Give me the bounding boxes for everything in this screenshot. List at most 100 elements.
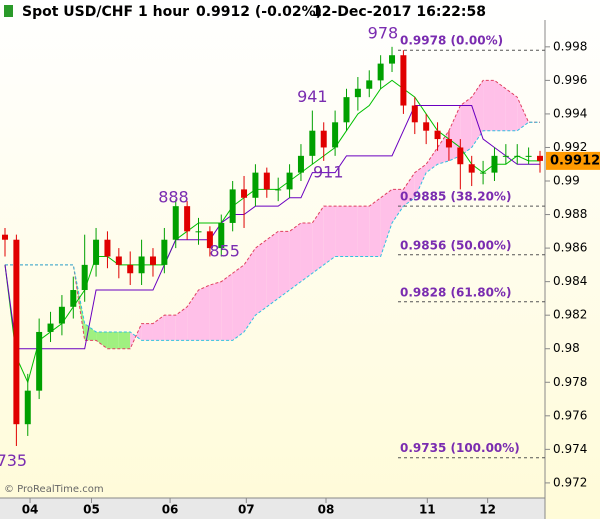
cloud-fill <box>255 239 267 316</box>
y-tick-label: 0.992 <box>553 140 587 154</box>
candle-body <box>320 130 327 148</box>
candle-body <box>172 206 179 240</box>
cloud-fill <box>517 97 529 131</box>
candle-body <box>115 256 122 265</box>
cloud-fill <box>460 97 472 156</box>
candle-body <box>263 172 270 190</box>
y-tick-label: 0.986 <box>553 241 587 255</box>
cloud-fill <box>278 231 290 299</box>
candle-body <box>377 63 384 81</box>
candle-body <box>457 147 464 165</box>
candle-body <box>47 323 54 332</box>
cloud-fill <box>221 273 233 341</box>
cloud-fill <box>369 197 381 257</box>
cloud-fill <box>392 189 404 223</box>
fib-label: 0.9885 (38.20%) <box>400 190 511 204</box>
cloud-fill <box>198 284 210 341</box>
candle-body <box>93 239 100 265</box>
timestamp: 12-Dec-2017 16:22:58 <box>312 4 486 20</box>
cloud-fill <box>175 306 188 341</box>
fib-label: 0.9856 (50.00%) <box>400 238 511 252</box>
candle-body <box>58 306 65 324</box>
y-tick-label: 0.994 <box>553 106 587 120</box>
last-price-label: 0.9912 <box>550 153 600 168</box>
cloud-fill <box>244 248 256 332</box>
candle-body <box>13 239 20 425</box>
fib-label: 0.9735 (100.00%) <box>400 441 520 455</box>
candle-body <box>445 139 452 148</box>
cloud-span-a <box>5 79 540 350</box>
candle-body <box>2 234 8 240</box>
candle-body <box>36 331 43 391</box>
candle-body <box>434 130 441 140</box>
y-tick-label: 0.99 <box>553 174 580 188</box>
x-tick-label: 04 <box>22 503 39 517</box>
candle-body <box>206 231 213 249</box>
candle-body <box>252 172 259 198</box>
annotation: 855 <box>209 241 240 260</box>
x-tick-label: 07 <box>238 503 255 517</box>
candle-body <box>81 264 88 291</box>
candle-body <box>343 97 350 123</box>
candle-body <box>423 122 430 131</box>
candle-body <box>218 222 225 249</box>
candle-body <box>286 172 293 190</box>
x-tick-label: 05 <box>83 503 100 517</box>
y-tick-label: 0.98 <box>553 341 580 355</box>
candle-body <box>24 390 31 425</box>
cloud-fill <box>357 206 370 257</box>
y-tick-label: 0.996 <box>553 73 587 87</box>
last-price-box <box>546 151 600 170</box>
annotation: 735 <box>0 451 27 470</box>
candle-body <box>332 122 339 148</box>
cloud-fill <box>232 264 245 341</box>
cloud-fill <box>107 331 119 349</box>
y-tick-label: 0.978 <box>553 375 587 389</box>
y-tick-label: 0.972 <box>553 475 587 489</box>
candle-body <box>400 55 407 106</box>
indicator-line <box>4 105 540 350</box>
cloud-fill <box>426 147 438 173</box>
x-tick-label: 12 <box>479 503 496 517</box>
x-axis-band <box>0 498 545 519</box>
candle-body <box>297 155 304 173</box>
candle-body <box>70 290 77 307</box>
symbol: Spot USD/CHF <box>22 4 133 20</box>
candle-body <box>275 189 282 191</box>
x-tick-label: 06 <box>162 503 179 517</box>
cloud-fill <box>118 331 131 349</box>
candle-body <box>514 155 521 157</box>
candle-body <box>309 130 316 156</box>
cloud-fill <box>505 88 518 131</box>
candle-body <box>104 239 111 257</box>
candle-body <box>389 55 396 64</box>
cloud-fill <box>209 281 222 341</box>
cloud-fill <box>346 206 358 257</box>
x-tick-label: 11 <box>419 503 436 517</box>
timeframe: 1 hour <box>138 4 189 20</box>
candle-body <box>229 189 236 223</box>
cloud-fill <box>266 231 279 307</box>
candle-body <box>525 155 532 157</box>
annotation: 911 <box>313 163 344 182</box>
candle-body <box>502 155 509 157</box>
fib-label: 0.9978 (0.00%) <box>400 34 503 48</box>
fib-label: 0.9828 (61.80%) <box>400 285 511 299</box>
candle-body <box>149 256 156 265</box>
candle-body <box>127 264 134 274</box>
cloud-fill <box>300 222 313 282</box>
annotation: 888 <box>158 188 189 207</box>
cloud-fill <box>312 206 324 274</box>
cloud-fill <box>483 80 495 131</box>
candle-body <box>241 189 248 198</box>
icon <box>4 5 13 17</box>
watermark: © ProRealTime.com <box>4 484 104 495</box>
cloud-span-b <box>5 121 540 341</box>
cloud-fill <box>141 323 153 341</box>
candle-body <box>366 80 373 89</box>
cloud-fill <box>414 164 427 198</box>
candle-body <box>184 206 191 232</box>
candle-body <box>354 88 361 98</box>
annotation: 978 <box>368 23 399 42</box>
